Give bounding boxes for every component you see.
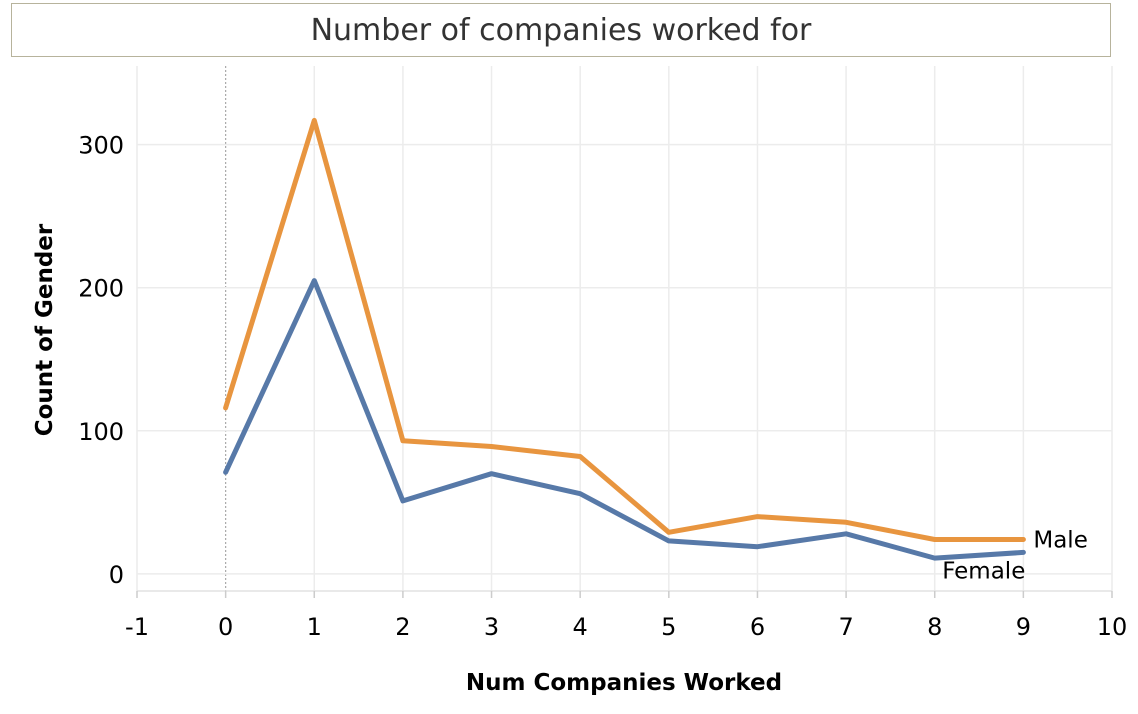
x-axis-title: Num Companies Worked xyxy=(466,670,782,696)
y-tick-label: 100 xyxy=(78,418,124,446)
x-tick-label: 4 xyxy=(573,613,588,641)
y-tick-label: 0 xyxy=(109,561,124,589)
series-line-male xyxy=(223,117,1026,542)
y-tick-label: 200 xyxy=(78,275,124,303)
chart-title-box: Number of companies worked for xyxy=(11,3,1111,57)
x-tick-label: 5 xyxy=(661,613,676,641)
x-tick-label: 8 xyxy=(927,613,942,641)
y-axis-title: Count of Gender xyxy=(32,223,58,436)
x-tick-label: 1 xyxy=(307,613,322,641)
grid-layer xyxy=(136,66,1113,591)
series-layer xyxy=(223,117,1026,561)
y-tick-label: 300 xyxy=(78,132,124,160)
x-tick-label: 3 xyxy=(484,613,499,641)
series-line-female xyxy=(223,278,1026,561)
x-tick-label: 6 xyxy=(750,613,765,641)
x-tick-label: 7 xyxy=(838,613,853,641)
x-tick-label: -1 xyxy=(125,613,149,641)
label-layer: Male Female xyxy=(942,528,1088,585)
series-label-female: Female xyxy=(942,558,1025,584)
x-tick-label: 0 xyxy=(218,613,233,641)
x-tick-label: 2 xyxy=(395,613,410,641)
chart-title: Number of companies worked for xyxy=(310,12,812,48)
series-label-male: Male xyxy=(1033,528,1087,554)
x-tick-label: 9 xyxy=(1016,613,1031,641)
x-tick-label: 10 xyxy=(1097,613,1128,641)
